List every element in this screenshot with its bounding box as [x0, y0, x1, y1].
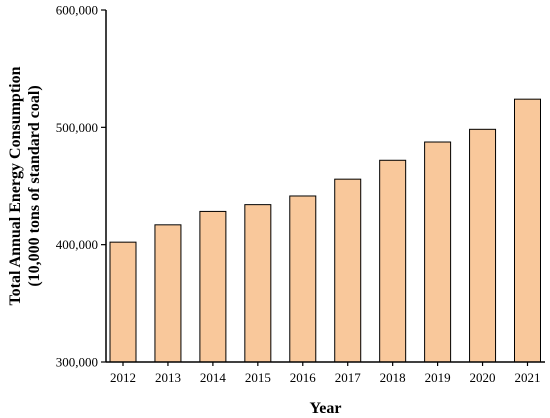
bar-2018	[379, 159, 407, 363]
y-axis-title-line-1: Total Annual Energy Consumption	[7, 66, 24, 305]
bar-2014	[199, 210, 227, 363]
x-tick-label-2013: 2013	[155, 370, 181, 385]
x-tick-label-2014: 2014	[200, 370, 227, 385]
bar-2020	[469, 128, 497, 363]
x-tick-label-2016: 2016	[290, 370, 317, 385]
y-axis-title-line-2: (10,000 tons of standard coal)	[26, 85, 43, 286]
axes-layer	[105, 10, 545, 363]
y-tick-label: 400,000	[56, 237, 98, 252]
bar-2012	[109, 241, 137, 363]
bar-2015	[244, 204, 272, 363]
x-tick-label-2012: 2012	[110, 370, 136, 385]
bar-2016	[289, 195, 317, 363]
bars-layer	[109, 98, 541, 363]
y-tick-label: 600,000	[56, 3, 98, 18]
bar-2019	[424, 141, 452, 363]
bar-2021	[514, 98, 541, 363]
x-tick-label-2021: 2021	[515, 370, 541, 385]
y-ticks-layer: 300,000 400,000 500,000 600,000	[56, 3, 106, 370]
x-tick-label-2018: 2018	[380, 370, 406, 385]
x-tick-label-2015: 2015	[245, 370, 271, 385]
x-tick-label-2017: 2017	[335, 370, 362, 385]
y-axis-title: Total Annual Energy Consumption (10,000 …	[7, 66, 43, 305]
x-ticks-layer: 2012 2013 2014 2015 2016 2017 2018 2019 2020 2021	[110, 362, 541, 385]
x-tick-label-2019: 2019	[425, 370, 451, 385]
x-axis-title: Year	[310, 400, 342, 417]
bar-2013	[154, 224, 182, 363]
y-tick-label: 500,000	[56, 120, 98, 135]
x-tick-label-2020: 2020	[470, 370, 496, 385]
bar-2017	[334, 178, 362, 363]
y-tick-label: 300,000	[56, 355, 98, 370]
